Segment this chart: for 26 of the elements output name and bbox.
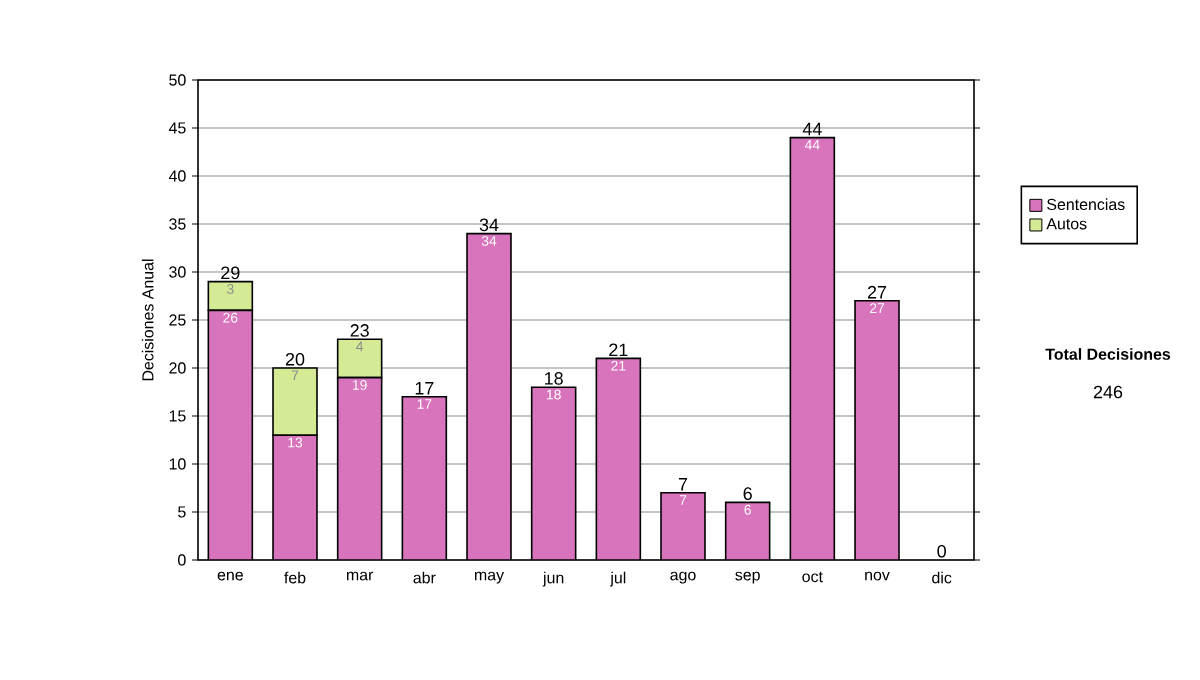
bar (272, 367, 318, 436)
text: 246 (1093, 385, 1123, 399)
total-label: 29 (221, 266, 240, 280)
total-label: 7 (678, 478, 688, 491)
bar (402, 396, 447, 560)
bar (531, 387, 576, 560)
total-label: 6 (743, 487, 752, 501)
bar (725, 502, 770, 560)
bar (596, 358, 641, 560)
total-label: 20 (285, 352, 305, 366)
total-label: 0 (937, 544, 946, 558)
bar (467, 233, 511, 560)
total-label: 18 (545, 372, 563, 385)
total-label: 21 (609, 343, 628, 356)
total-label: 44 (802, 122, 822, 136)
total-label: 27 (867, 285, 887, 299)
bar (273, 435, 317, 560)
bar (336, 338, 383, 379)
bar (208, 310, 253, 560)
total-label: 23 (350, 324, 369, 337)
bar (790, 137, 835, 560)
bar (661, 492, 705, 560)
total-label: 34 (479, 218, 499, 232)
bar (337, 377, 382, 560)
bar (854, 300, 900, 560)
total-label: 17 (415, 382, 434, 395)
